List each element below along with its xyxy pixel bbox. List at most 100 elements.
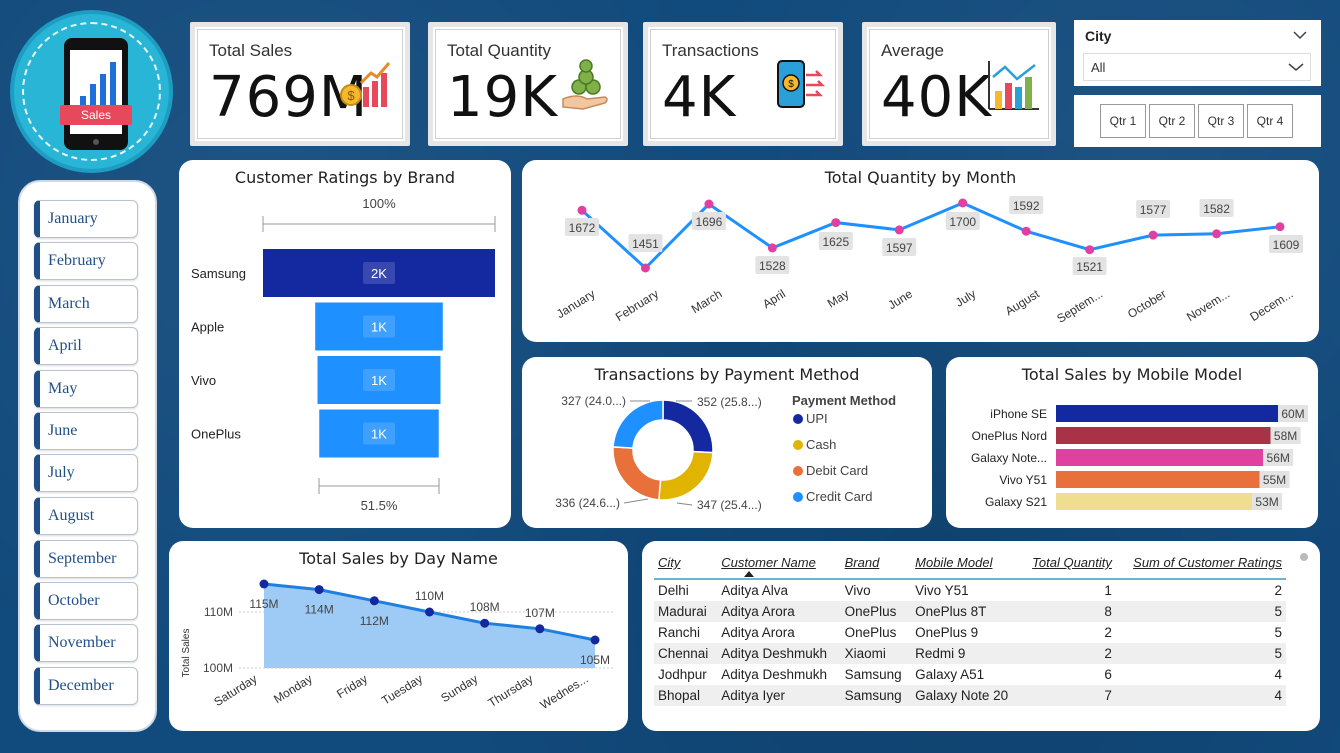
quantity-point[interactable] [577,205,587,215]
point-label-bg [1072,257,1107,275]
svg-text:$: $ [347,88,355,103]
col-customer-ratings[interactable]: Sum of Customer Ratings [1133,555,1282,570]
col-total-quantity[interactable]: Total Quantity [1032,555,1112,570]
month-august-button[interactable]: August [34,497,138,535]
quantity-point[interactable] [894,225,904,235]
quantity-point[interactable] [640,263,650,273]
col-mobile-model[interactable]: Mobile Model [915,555,993,570]
sales-point[interactable] [259,579,269,589]
sort-ascending-icon [744,571,754,577]
point-label-bg [882,238,917,256]
col-city[interactable]: City [658,555,681,570]
month-september-button[interactable]: September [34,540,138,578]
quantity-point[interactable] [1148,230,1158,240]
x-tick-label: Decem... [1247,287,1295,324]
qtr-4-button[interactable]: Qtr 4 [1247,104,1293,138]
funnel-bar[interactable] [319,409,439,458]
table-cell: 4 [1274,667,1282,682]
model-bar[interactable] [1056,493,1253,510]
quantity-point[interactable] [831,218,841,228]
payment-donut-chart: Payment Method 352 (25.8...) 347 (25.4...… [555,393,896,512]
qtr-1-button[interactable]: Qtr 1 [1100,104,1146,138]
quarter-slicer: Qtr 1 Qtr 2 Qtr 3 Qtr 4 [1074,95,1321,147]
point-label: 1592 [1013,199,1040,213]
point-label-bg [1269,235,1303,253]
legend-item[interactable]: Debit Card [806,463,868,478]
quantity-point[interactable] [1085,245,1095,255]
point-label-bg [1199,199,1234,217]
sales-point[interactable] [590,635,600,645]
model-bar[interactable] [1056,449,1264,466]
quantity-point[interactable] [1212,229,1222,239]
table-cell: Jodhpur [658,667,707,682]
funnel-bar[interactable] [315,302,443,351]
table-cell: 5 [1115,601,1286,622]
funnel-bar[interactable] [317,356,441,404]
x-tick-label: Wednes... [538,672,591,712]
month-march-button[interactable]: March [34,285,138,323]
point-label: 1625 [822,235,849,249]
point-label: 114M [305,603,334,617]
quantity-point[interactable] [1021,226,1031,236]
x-tick-label: January [554,287,598,322]
table-row[interactable]: Ranchi Aditya Arora OnePlus OnePlus 9 2 5 [654,622,1286,643]
sales-by-day-card: Total Sales by Day Name Total Sales 110M… [169,541,628,731]
scrollbar-dot[interactable] [1300,553,1308,561]
month-january-button[interactable]: January [34,200,138,238]
bar-line-chart-icon [988,61,1039,110]
donut-slice[interactable] [658,450,714,501]
model-bar[interactable] [1056,471,1260,488]
table-cell: Redmi 9 [911,643,1021,664]
month-may-button[interactable]: May [34,370,138,408]
table-row[interactable]: Madurai Aditya Arora OnePlus OnePlus 8T 8 5 [654,601,1286,622]
sales-point[interactable] [480,618,490,628]
quantity-point[interactable] [958,198,968,208]
point-label: 110M [415,589,444,603]
sales-point[interactable] [314,585,324,595]
sales-point[interactable] [535,624,545,634]
month-july-button[interactable]: July [34,454,138,492]
model-label: iPhone SE [990,407,1047,421]
legend-marker [793,414,803,424]
table-cell: 2 [1104,625,1112,640]
month-october-button[interactable]: October [34,582,138,620]
donut-slice[interactable] [612,446,662,501]
table-row[interactable]: Delhi Aditya Alva Vivo Vivo Y51 1 2 [654,579,1286,601]
month-december-button[interactable]: December [34,667,138,705]
table-cell: Madurai [654,601,718,622]
legend-item[interactable]: UPI [806,411,828,426]
col-customer-name[interactable]: Customer Name [721,555,816,570]
model-bar[interactable] [1056,405,1278,422]
point-label: 1521 [1076,260,1103,274]
city-dropdown[interactable]: All [1083,53,1311,81]
chevron-down-icon[interactable] [1293,30,1307,40]
legend-item[interactable]: Credit Card [806,489,872,504]
quantity-point[interactable] [704,199,714,209]
leader-line [623,498,649,504]
month-april-button[interactable]: April [34,327,138,365]
funnel-bar[interactable] [263,249,495,297]
point-label: 115M [249,597,278,611]
table-row[interactable]: Jodhpur Aditya Deshmukh Samsung Galaxy A51 6… [654,664,1286,685]
coins-hand-icon [562,59,608,110]
month-november-button[interactable]: November [34,624,138,662]
x-tick-label: August [1003,286,1043,318]
sales-point[interactable] [425,607,434,617]
sales-point[interactable] [369,596,379,606]
legend-marker [793,440,803,450]
quantity-point[interactable] [1275,222,1285,232]
table-cell: Aditya Arora [717,601,841,622]
month-june-button[interactable]: June [34,412,138,450]
table-row[interactable]: Bhopal Aditya Iyer Samsung Galaxy Note 20 7 4 [654,685,1286,706]
table-cell: Samsung [844,667,902,682]
qtr-3-button[interactable]: Qtr 3 [1198,104,1244,138]
donut-slice[interactable] [612,399,664,449]
legend-item[interactable]: Cash [806,437,836,452]
month-february-button[interactable]: February [34,242,138,280]
table-cell: OnePlus 9 [915,625,979,640]
model-bar[interactable] [1056,427,1271,444]
col-brand[interactable]: Brand [844,555,880,570]
quantity-point[interactable] [767,243,777,253]
qtr-2-button[interactable]: Qtr 2 [1149,104,1195,138]
